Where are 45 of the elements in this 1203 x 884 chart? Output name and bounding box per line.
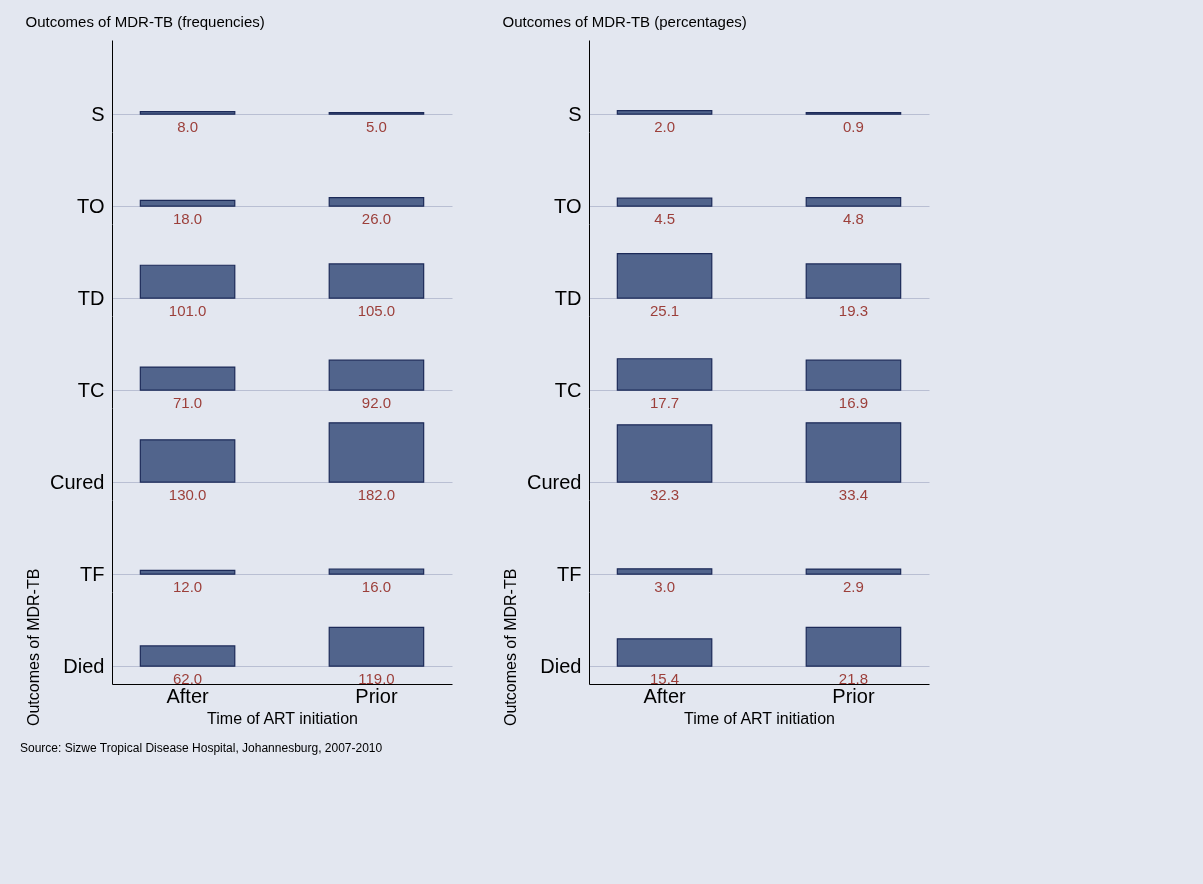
data-label: 4.8 [843,210,864,228]
y-tick-label: Died [63,654,105,677]
x-axis-title: Time of ART initiation [684,709,835,727]
y-tick-label: Cured [50,470,105,493]
data-label: 3.0 [654,578,675,596]
y-tick-label: Died [540,654,582,677]
data-label: 182.0 [357,486,396,504]
data-label: 130.0 [168,486,207,504]
data-label: 16.0 [361,578,392,596]
data-label: 5.0 [366,118,387,136]
y-tick-label: TO [554,194,582,217]
chart-title: Outcomes of MDR-TB (frequencies) [25,13,265,30]
y-tick-label: TO [77,194,105,217]
chart-title: Outcomes of MDR-TB (percentages) [502,13,747,30]
data-label: 2.0 [654,118,675,136]
data-label: 4.5 [654,210,675,228]
y-tick-label: TF [557,562,582,585]
data-label: 17.7 [649,394,680,412]
data-label: 26.0 [361,210,392,228]
data-label: 105.0 [357,302,396,320]
source-note: Source: Sizwe Tropical Disease Hospital, Johannesburg, 2007-2010 [20,741,384,755]
y-tick-label: TD [554,286,582,309]
y-tick-label: TC [554,378,582,401]
y-tick-label: Cured [527,470,582,493]
y-axis-title: Outcomes of MDR-TB [24,568,42,726]
x-axis-title: Time of ART initiation [207,709,358,727]
data-label: 25.1 [649,302,680,320]
data-label: 101.0 [168,302,207,320]
data-label: 18.0 [172,210,203,228]
data-label: 8.0 [177,118,198,136]
data-label: 16.9 [838,394,869,412]
y-tick-label: TF [80,562,105,585]
y-tick-label: S [91,102,105,125]
data-label: 0.9 [843,118,864,136]
data-label: 32.3 [649,486,680,504]
data-label: 19.3 [838,302,869,320]
y-tick-label: TD [77,286,105,309]
data-label: 92.0 [361,394,392,412]
y-axis-title: Outcomes of MDR-TB [501,568,519,726]
y-tick-label: TC [77,378,105,401]
data-label: 2.9 [843,578,864,596]
y-tick-label: S [568,102,582,125]
data-label: 12.0 [172,578,203,596]
data-label: 71.0 [172,394,203,412]
data-label: 33.4 [838,486,869,504]
